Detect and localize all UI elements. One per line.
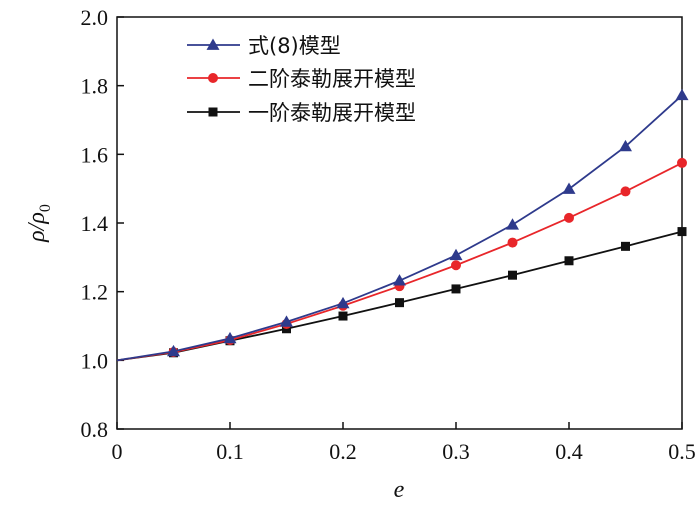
circle-marker — [208, 73, 218, 83]
circle-marker — [564, 212, 574, 223]
series-triangle — [116, 88, 689, 362]
circle-marker — [677, 157, 687, 168]
triangle-marker — [562, 182, 576, 194]
triangle-marker — [336, 296, 350, 309]
series-line — [116, 162, 683, 362]
square-marker — [451, 284, 461, 294]
triangle-marker — [449, 248, 463, 261]
circle-marker — [620, 186, 631, 197]
y-tick-label: 1.4 — [81, 211, 109, 236]
square-marker — [395, 298, 404, 308]
y-tick-label: 1.2 — [81, 280, 109, 305]
x-tick-label: 0 — [112, 439, 123, 464]
circle-marker — [507, 237, 518, 248]
x-tick-label: 0.4 — [555, 439, 583, 464]
legend-label: 二阶泰勒展开模型 — [248, 67, 416, 91]
y-tick-label: 0.8 — [81, 417, 109, 442]
triangle-marker — [506, 218, 519, 230]
x-tick-label: 0.5 — [668, 439, 696, 464]
x-tick-label: 0.1 — [216, 439, 244, 464]
triangle-marker — [280, 315, 293, 327]
square-marker — [621, 241, 630, 251]
x-tick-label: 0.3 — [442, 439, 470, 464]
y-axis-label: ρ/ρ0 — [24, 204, 54, 243]
series-layer — [116, 88, 689, 362]
legend-item: 式(8)模型 — [187, 34, 341, 58]
x-axis-label: e — [394, 477, 405, 503]
y-tick-label: 1.8 — [81, 74, 109, 99]
legend-label: 一阶泰勒展开模型 — [248, 101, 416, 125]
triangle-marker — [167, 344, 180, 357]
series-square — [116, 227, 687, 362]
x-tick-label: 0.2 — [329, 439, 357, 464]
series-circle — [116, 157, 687, 362]
y-tick-label: 1.0 — [81, 348, 109, 373]
y-tick-label: 1.6 — [81, 142, 109, 167]
y-axis-label-subscript: 0 — [37, 204, 54, 212]
triangle-marker — [393, 274, 406, 286]
x-axis-ticks: 0 0.1 0.2 0.3 0.4 0.5 — [112, 422, 696, 464]
legend-item: 二阶泰勒展开模型 — [187, 67, 416, 91]
circle-marker — [451, 260, 461, 271]
y-axis-label-main: ρ/ρ — [24, 212, 50, 243]
series-line — [116, 230, 683, 362]
triangle-marker — [206, 38, 220, 50]
square-marker — [338, 311, 348, 321]
square-marker — [208, 107, 218, 117]
square-marker — [508, 270, 517, 280]
triangle-marker — [619, 139, 632, 152]
legend-label: 式(8)模型 — [248, 34, 341, 58]
triangle-marker — [223, 331, 237, 344]
triangle-marker — [675, 88, 689, 101]
y-axis-ticks: 0.8 1.0 1.2 1.4 1.6 1.8 2.0 — [81, 5, 124, 442]
y-tick-label: 2.0 — [81, 5, 109, 30]
series-line — [116, 94, 683, 362]
legend-item: 一阶泰勒展开模型 — [187, 101, 416, 125]
square-marker — [677, 227, 687, 237]
square-marker — [564, 256, 574, 266]
